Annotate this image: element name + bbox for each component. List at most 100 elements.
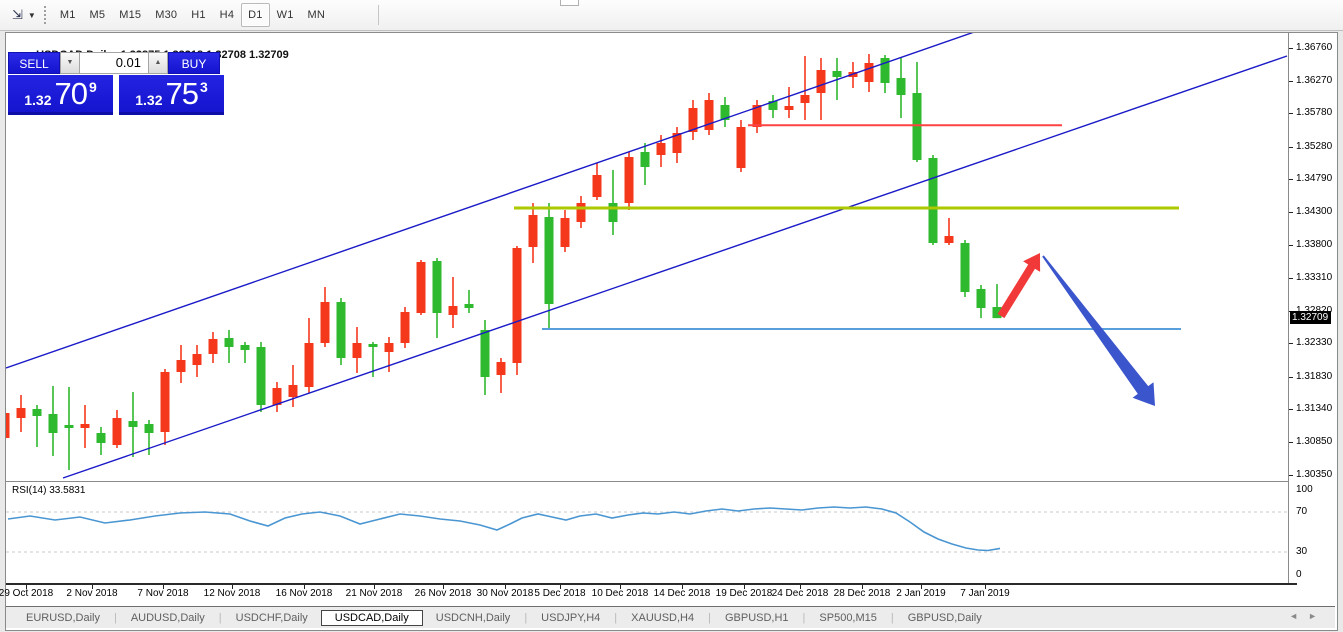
candle <box>880 55 890 93</box>
candle <box>320 287 330 347</box>
chevron-down-icon[interactable]: ▼ <box>27 10 36 20</box>
chart-tab-usdjpy[interactable]: USDJPY,H4 <box>541 611 601 624</box>
chart-tab-usdchf[interactable]: USDCHF,Daily <box>235 611 308 624</box>
trend-channel-line[interactable] <box>6 33 980 369</box>
buy-price-sup: 3 <box>199 78 208 95</box>
rsi-scale-label: 0 <box>1296 569 1302 580</box>
candle <box>976 285 986 319</box>
price-tick-mark <box>1289 179 1293 180</box>
price-tick-label: 1.35780 <box>1296 107 1333 118</box>
chart-tab-audusd[interactable]: AUDUSD,Daily <box>130 611 205 624</box>
candle <box>752 100 762 133</box>
date-tick-mark <box>744 585 745 589</box>
pane-separator[interactable] <box>6 481 1336 482</box>
candle <box>720 97 730 127</box>
timeframe-button-m5[interactable]: M5 <box>89 9 106 21</box>
date-tick-mark <box>304 585 305 589</box>
price-tick-mark <box>1289 377 1293 378</box>
tab-separator: | <box>524 611 528 624</box>
timeframe-button-h4[interactable]: H4 <box>219 9 235 21</box>
sell-button[interactable]: SELL <box>8 52 60 74</box>
timeframe-button-m1[interactable]: M1 <box>59 9 76 21</box>
candle <box>128 392 138 457</box>
rsi-scale-label: 30 <box>1296 546 1308 557</box>
annotation-arrow-down[interactable] <box>1042 255 1155 406</box>
candle <box>416 260 426 315</box>
price-tick-mark <box>1289 409 1293 410</box>
candle <box>528 203 538 263</box>
chart-tab-eurusd[interactable]: EURUSD,Daily <box>26 611 100 624</box>
candle <box>512 246 522 375</box>
price-tick-label: 1.33310 <box>1296 272 1333 283</box>
timeframe-button-mn[interactable]: MN <box>307 9 326 21</box>
lot-increase-button[interactable]: ▲ <box>148 52 168 74</box>
buy-button[interactable]: BUY <box>168 52 220 74</box>
chart-canvas[interactable] <box>6 33 1288 583</box>
chart-tab-gbpusd[interactable]: GBPUSD,H1 <box>724 611 789 624</box>
date-tick-mark <box>443 585 444 589</box>
chart-tab-bar: EURUSD,Daily | AUDUSD,Daily | USDCHF,Daily US… <box>6 606 1335 628</box>
chart-tab-sp500[interactable]: SP500,M15 <box>819 611 877 624</box>
price-tick-label: 1.33800 <box>1296 239 1333 250</box>
timeframe-button-h1[interactable]: H1 <box>191 9 206 21</box>
timeframe-button-d1[interactable]: D1 <box>241 3 270 27</box>
price-tick-label: 1.36760 <box>1296 42 1333 53</box>
candle <box>864 54 874 92</box>
timeframe-button-m30[interactable]: M30 <box>155 9 178 21</box>
price-tick-label: 1.32330 <box>1296 337 1333 348</box>
candle <box>544 203 554 330</box>
candle <box>464 290 474 313</box>
top-edge-button-fragment <box>560 0 579 6</box>
tab-separator: | <box>708 611 711 624</box>
rsi-curve <box>7 506 1001 552</box>
date-tick-label: 16 Nov 2018 <box>275 588 333 599</box>
chart-tab-usdcnh[interactable]: USDCNH,Daily <box>435 611 511 624</box>
annotation-arrow-up[interactable] <box>997 253 1041 319</box>
timeframe-button-group: M1 M5 M15 M30 H1 H4 D1 W1 MN <box>53 3 332 27</box>
date-tick-mark <box>620 585 621 589</box>
candle <box>256 342 266 412</box>
timeframe-button-w1[interactable]: W1 <box>276 9 294 21</box>
chart-tab-gbpusd[interactable]: GBPUSD,Daily <box>907 611 982 624</box>
date-axis[interactable]: 29 Oct 2018 2 Nov 2018 7 Nov 2018 12 Nov 20… <box>0 585 1288 605</box>
candle <box>624 152 634 210</box>
candle <box>6 413 10 438</box>
main-toolbar: ⇲ ▼ M1 M5 M15 M30 H1 H4 D1 W1 MN <box>0 0 1343 31</box>
tab-scroll-arrows[interactable]: ◄► <box>1289 611 1327 621</box>
candle <box>912 62 922 162</box>
price-tick-label: 1.34790 <box>1296 173 1333 184</box>
candle <box>576 196 586 228</box>
chart-shift-icon[interactable]: ⇲ <box>12 7 23 22</box>
candle <box>272 382 282 412</box>
price-tick-label: 1.31340 <box>1296 403 1333 414</box>
date-tick-label: 19 Dec 2018 <box>715 588 773 599</box>
candle <box>448 277 458 328</box>
candle <box>944 218 954 245</box>
buy-price-box[interactable]: 1.32 75 3 <box>119 75 224 115</box>
candle <box>96 427 106 455</box>
axis-separator <box>6 583 1297 585</box>
sell-price-box[interactable]: 1.32 70 9 <box>8 75 113 115</box>
toolbar-grip[interactable] <box>43 6 46 24</box>
candle <box>608 170 618 235</box>
price-tick-label: 1.30350 <box>1296 469 1333 480</box>
tab-separator: | <box>890 611 894 624</box>
lot-size-field[interactable]: 0.01 <box>80 52 148 74</box>
sell-price-sup: 9 <box>88 78 97 95</box>
chart-tab-usdcad[interactable]: USDCAD,Daily <box>320 609 423 626</box>
timeframe-button-m15[interactable]: M15 <box>119 9 142 21</box>
chart-window: ▲USDCAD,Daily1.32875 1.33218 1.32708 1.3… <box>0 32 1338 631</box>
buy-price-big: 75 <box>165 75 198 111</box>
price-scale[interactable]: 1.36760 1.36270 1.35780 1.35280 1.34790 1.343… <box>1288 33 1337 583</box>
lot-decrease-button[interactable]: ▼ <box>60 52 80 74</box>
trend-channel-line[interactable] <box>62 55 1288 479</box>
date-tick-label: 30 Nov 2018 <box>476 588 534 599</box>
candle <box>16 395 26 432</box>
date-tick-mark <box>682 585 683 589</box>
candle <box>48 386 58 456</box>
date-tick-label: 28 Dec 2018 <box>833 588 891 599</box>
candle <box>80 405 90 448</box>
date-tick-mark <box>505 585 506 589</box>
chart-tab-xauusd[interactable]: XAUUSD,H4 <box>631 611 695 624</box>
candle <box>336 298 346 365</box>
